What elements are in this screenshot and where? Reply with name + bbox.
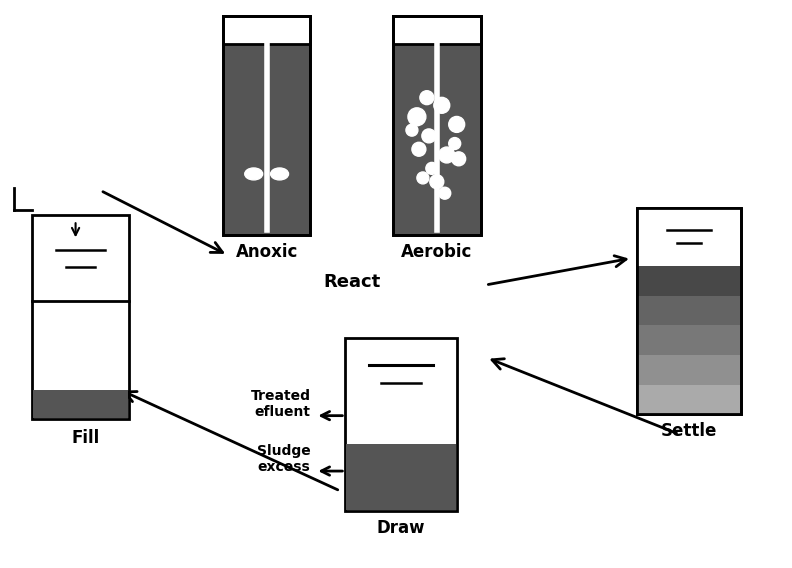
Bar (393, 16, 481, 235)
Bar (637, 208, 741, 415)
Bar (32, 215, 129, 419)
Bar (638, 355, 741, 385)
Bar (638, 325, 741, 355)
Circle shape (451, 152, 466, 166)
Bar (638, 385, 741, 415)
Circle shape (422, 129, 436, 143)
Circle shape (430, 175, 444, 189)
Bar (638, 266, 741, 296)
Bar (393, 16, 481, 44)
Circle shape (439, 147, 455, 163)
Circle shape (417, 172, 428, 184)
Ellipse shape (271, 168, 288, 180)
Bar (223, 16, 310, 44)
Text: React: React (323, 273, 380, 291)
Circle shape (449, 137, 461, 149)
Bar (223, 16, 310, 235)
Circle shape (434, 97, 450, 113)
Circle shape (426, 162, 438, 174)
Circle shape (420, 91, 434, 105)
Bar (223, 16, 310, 235)
Circle shape (408, 108, 426, 126)
Bar (345, 338, 457, 511)
Text: Sludge
excess: Sludge excess (257, 444, 310, 474)
Text: Aerobic: Aerobic (401, 243, 473, 261)
Text: Draw: Draw (377, 519, 425, 537)
Text: Anoxic: Anoxic (235, 243, 298, 261)
Bar (32, 390, 128, 419)
Bar (638, 208, 741, 266)
Bar (346, 444, 455, 510)
Text: Treated
efluent: Treated efluent (250, 389, 310, 419)
Ellipse shape (245, 168, 263, 180)
Circle shape (449, 116, 465, 132)
Text: Settle: Settle (661, 423, 718, 440)
Text: Fill: Fill (71, 429, 100, 447)
Bar (637, 208, 741, 415)
Circle shape (406, 124, 418, 136)
Circle shape (439, 187, 451, 199)
Bar (393, 16, 481, 235)
Bar (638, 296, 741, 325)
Circle shape (412, 143, 426, 156)
